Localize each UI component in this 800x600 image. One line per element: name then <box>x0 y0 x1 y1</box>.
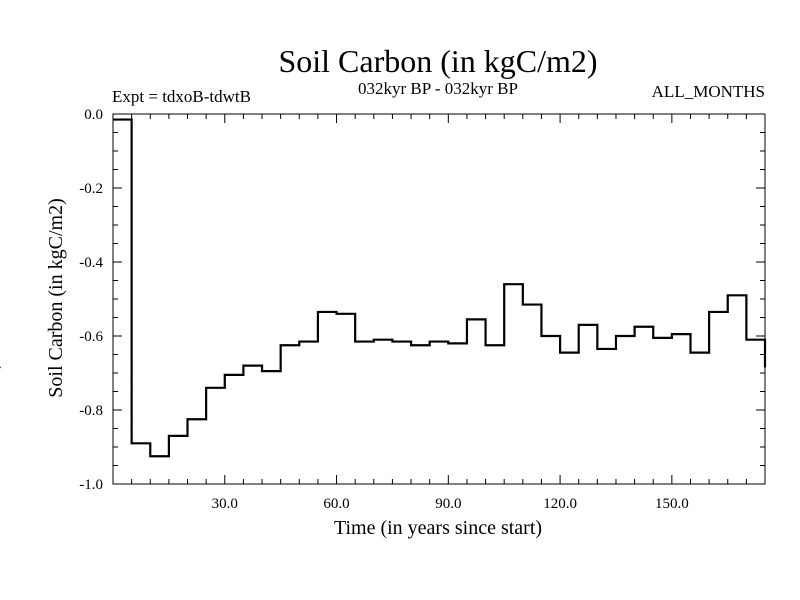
data-point <box>494 344 496 347</box>
x-tick-label: 30.0 <box>212 496 238 512</box>
data-point <box>289 344 291 347</box>
x-tick-labels: 30.0 60.0 90.0 120.0 150.0 <box>212 496 689 512</box>
data-point <box>270 370 273 372</box>
data-point <box>754 338 757 341</box>
data-point <box>624 335 627 337</box>
data-point <box>661 337 664 339</box>
data-point <box>177 435 179 437</box>
months-label: ALL_MONTHS <box>652 82 765 101</box>
data-point <box>717 311 720 313</box>
data-point <box>345 313 347 315</box>
y-tick-labels: 0.0 -0.2 -0.4 -0.6 -0.8 -1.0 <box>79 107 103 493</box>
soil-carbon-series-line <box>113 118 767 458</box>
data-point <box>643 325 645 328</box>
y-tick-label: -1.0 <box>79 477 103 493</box>
data-point <box>214 387 217 389</box>
data-point <box>680 333 682 335</box>
plot-frame <box>112 113 766 485</box>
data-point <box>475 318 478 321</box>
data-point <box>531 303 533 306</box>
data-point <box>233 374 235 376</box>
data-point <box>438 340 440 343</box>
y-tick-label: -0.6 <box>79 329 103 345</box>
x-axis-title: Time (in years since start) <box>334 517 542 539</box>
y-tick-label: 0.0 <box>84 107 103 123</box>
data-point <box>382 338 384 341</box>
data-point <box>419 344 422 347</box>
data-point <box>568 351 571 354</box>
data-points <box>0 118 757 458</box>
data-point <box>456 342 459 345</box>
data-point <box>400 340 403 343</box>
axis-ticks <box>112 113 766 485</box>
y-tick-label: -0.2 <box>79 181 103 197</box>
data-point <box>363 340 366 343</box>
data-point <box>549 335 552 337</box>
data-point <box>196 418 198 421</box>
data-point <box>605 348 608 350</box>
data-point <box>326 311 329 313</box>
data-point <box>512 283 515 286</box>
x-tick-label: 120.0 <box>543 496 577 512</box>
data-point <box>307 340 310 343</box>
data-point <box>699 351 701 354</box>
data-point <box>0 366 1 369</box>
x-tick-label: 60.0 <box>323 496 349 512</box>
experiment-label: Expt = tdxoB-tdwtB <box>112 87 251 106</box>
data-point <box>140 442 142 445</box>
data-point <box>251 364 254 367</box>
x-tick-label: 150.0 <box>655 496 689 512</box>
x-tick-label: 90.0 <box>435 496 461 512</box>
y-tick-label: -0.8 <box>79 403 103 419</box>
data-point <box>736 294 738 297</box>
chart-title: Soil Carbon (in kgC/m2) <box>278 43 597 79</box>
data-point <box>587 324 589 326</box>
data-point <box>121 118 124 121</box>
y-tick-label: -0.4 <box>79 255 103 271</box>
data-point <box>158 455 161 458</box>
period-label: 032kyr BP - 032kyr BP <box>358 79 518 98</box>
y-axis-title: Soil Carbon (in kgC/m2) <box>45 198 67 397</box>
